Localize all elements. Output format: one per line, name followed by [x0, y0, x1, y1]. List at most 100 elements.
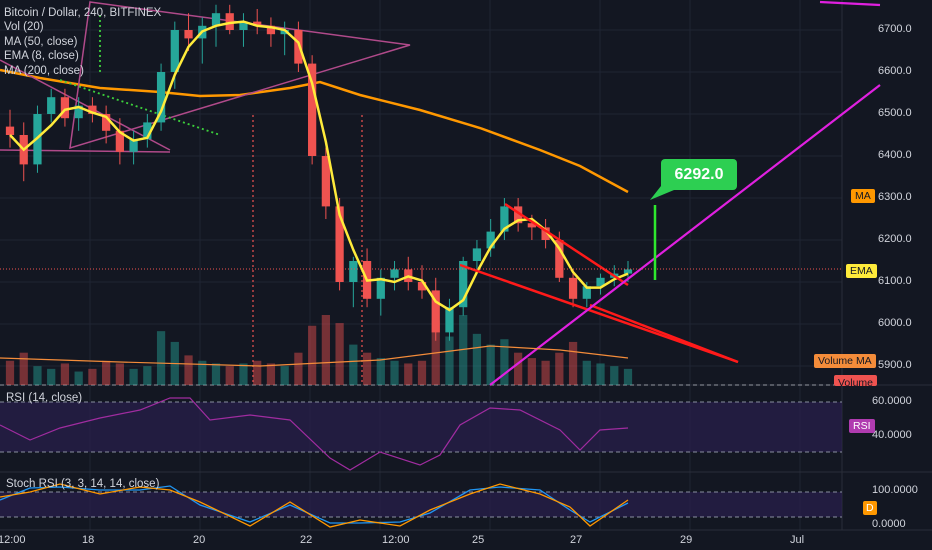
candle-body [500, 206, 509, 232]
candle-body [390, 269, 399, 278]
stoch-tick: 100.0000 [872, 484, 918, 496]
channel-line [0, 59, 171, 151]
price-tick: 6500.0 [878, 107, 912, 119]
candle-body [143, 122, 152, 140]
upper-trendline [819, 0, 881, 7]
volume-tag: Volume [834, 375, 878, 386]
volume-bar [88, 368, 97, 385]
volume-bar [60, 363, 70, 385]
time-tick: Jul [790, 534, 805, 546]
volume-bar [129, 368, 138, 385]
candle-body [335, 206, 344, 282]
volume-bar [568, 341, 578, 385]
volume-bar [623, 368, 633, 385]
candle-body [445, 307, 454, 333]
candle-body [541, 227, 550, 240]
volume-bar [390, 360, 399, 385]
stoch-d-tag: D [863, 501, 877, 515]
volume-bar [308, 325, 317, 385]
candle-body [280, 30, 289, 35]
candle-body [60, 97, 70, 119]
rsi-band [0, 402, 842, 452]
candle-body [294, 30, 303, 64]
chart-legend: Bitcoin / Dollar, 240, BITFINEX Vol (20)… [4, 6, 161, 78]
volume-bar [486, 344, 495, 385]
time-tick: 20 [193, 534, 206, 546]
volume-bar [349, 344, 358, 385]
candle-body [239, 21, 248, 30]
volume-bar [514, 352, 523, 385]
candle-body [596, 277, 605, 287]
volume-bar [335, 323, 344, 385]
volume-bar [294, 352, 303, 385]
volume-bar [362, 352, 372, 385]
volume-bar [445, 336, 454, 385]
price-target-callout: 6292.0 [661, 159, 737, 190]
candle-body [431, 290, 440, 333]
price-tick: 6300.0 [878, 191, 912, 203]
time-tick: 29 [680, 534, 693, 546]
ma200-line [0, 68, 629, 194]
volume-bar [225, 366, 234, 385]
rsi-tag: RSI [849, 419, 875, 433]
candle-body [211, 13, 221, 26]
rsi-pane-label: RSI (14, close) [6, 392, 83, 404]
candle-body [472, 248, 482, 261]
price-tick: 6700.0 [878, 23, 912, 35]
support-trendline [489, 84, 881, 386]
legend-ma200: MA (200, close) [4, 64, 84, 77]
candle-body [129, 139, 138, 152]
volume-bar [321, 315, 330, 385]
price-tick: 6100.0 [878, 275, 912, 287]
candle-body [623, 269, 633, 274]
candle-body [156, 72, 166, 123]
volume-bar [239, 363, 248, 385]
candle-body [5, 126, 15, 135]
volume-bar [610, 366, 619, 385]
stoch-tick: 0.0000 [872, 518, 906, 530]
candle-body [253, 21, 262, 26]
volume-bar [102, 360, 111, 385]
candle-body [225, 13, 234, 30]
candle-body [308, 63, 317, 156]
candle-body [514, 206, 523, 224]
candle-body [266, 25, 276, 35]
price-tick: 6400.0 [878, 149, 912, 161]
volume-bar [280, 366, 289, 385]
price-tick: 6600.0 [878, 65, 912, 77]
candle-body [184, 30, 193, 39]
rsi-tick: 60.0000 [872, 395, 912, 407]
volume-bar [266, 363, 276, 385]
volume-bar [5, 360, 15, 385]
time-tick: 12:00 [382, 534, 410, 546]
volume-bar [376, 358, 385, 385]
stoch-k-line [0, 485, 629, 524]
candle-body [88, 105, 97, 114]
ema8-line [9, 20, 629, 312]
wedge-line [459, 263, 739, 364]
candle-body [582, 286, 591, 299]
candle-body [170, 30, 179, 72]
volume-bar [143, 366, 152, 385]
candle-body [321, 156, 330, 207]
stoch-pane-label: Stoch RSI (3, 3, 14, 14, close) [6, 478, 160, 490]
legend-ma50: MA (50, close) [4, 35, 78, 48]
channel-line [0, 149, 171, 153]
candle-body [417, 282, 427, 291]
candle-body [47, 97, 56, 114]
volume-bar [596, 363, 605, 385]
volume-bar [115, 363, 124, 385]
time-tick: 18 [82, 534, 95, 546]
candle-body [102, 114, 111, 131]
candle-body [555, 240, 564, 278]
price-tick: 5900.0 [878, 359, 912, 371]
candle-body [115, 130, 124, 152]
volume-bar [19, 352, 28, 385]
volume-bar [417, 360, 427, 385]
candle-body [376, 277, 385, 299]
ma-tag: MA [851, 189, 875, 203]
volume-bar [500, 339, 509, 385]
volume-bar [541, 360, 550, 385]
volume-bar [404, 363, 413, 385]
